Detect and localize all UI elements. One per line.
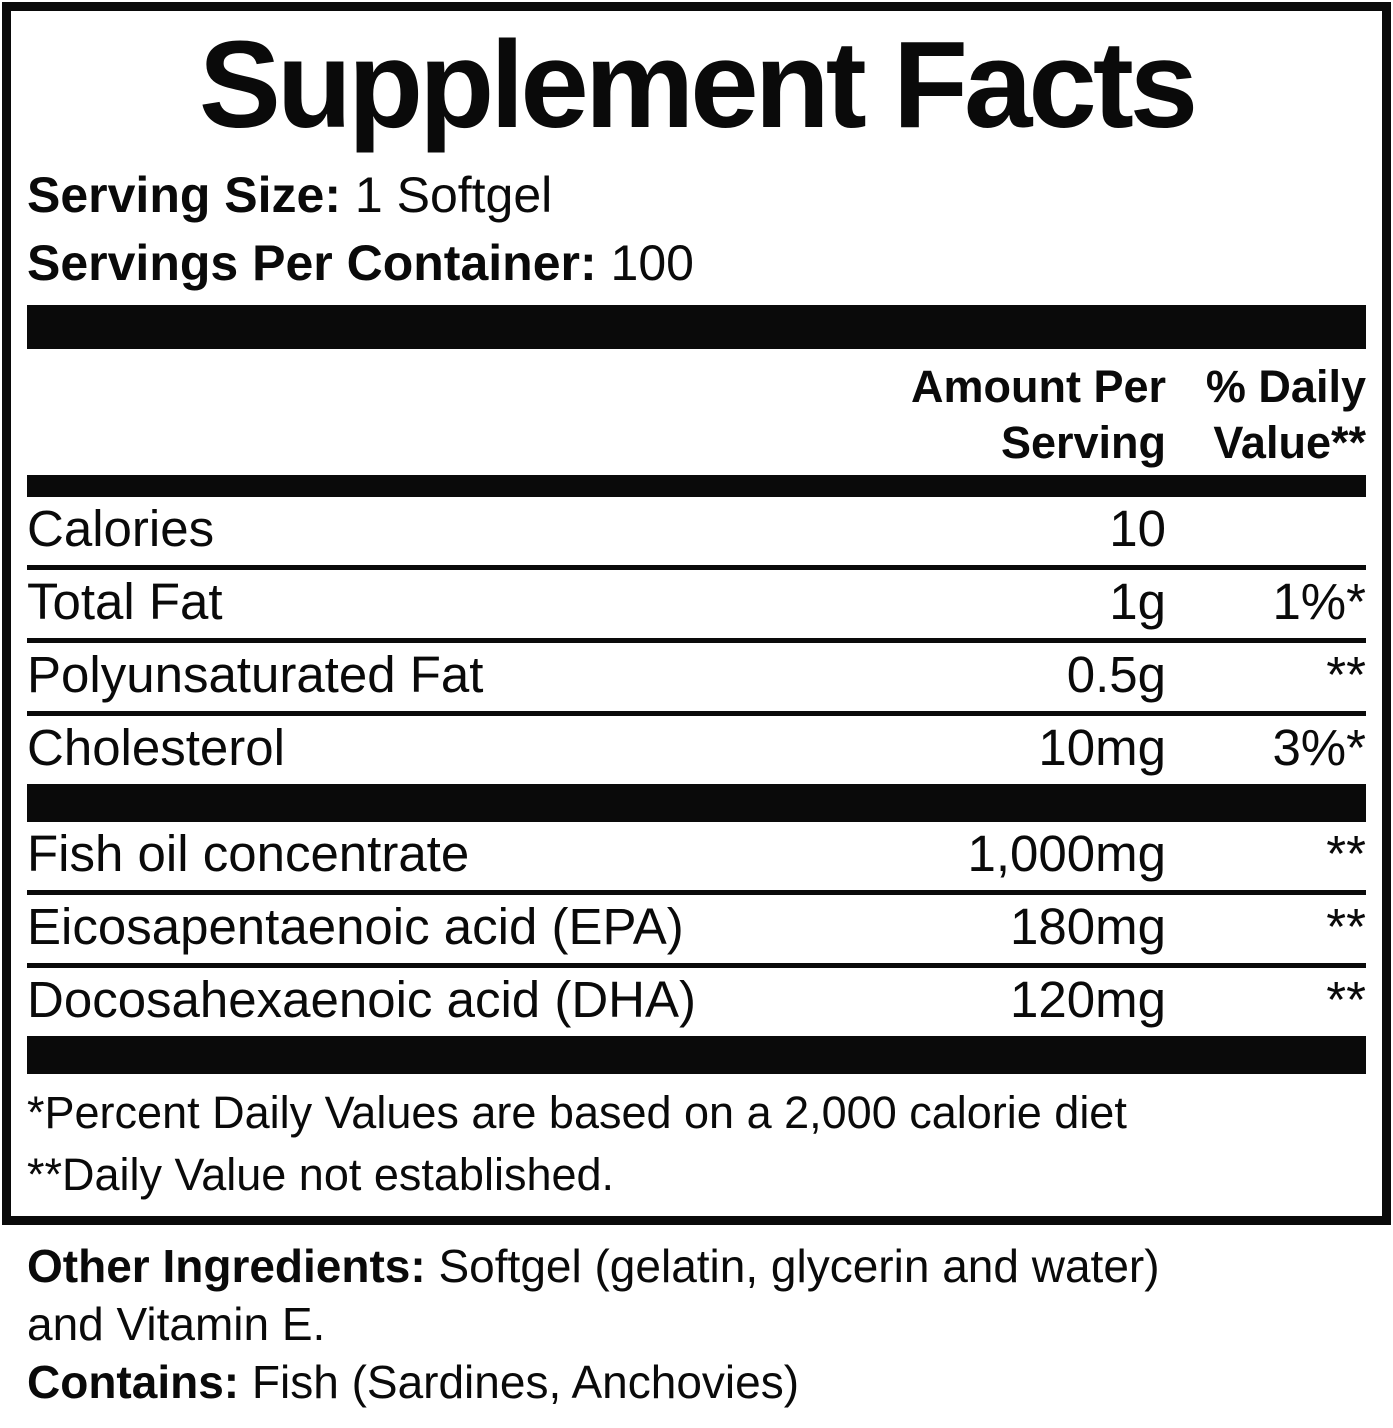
divider-bar-header: [27, 475, 1366, 498]
serving-size-line: Serving Size: 1 Softgel: [27, 161, 1366, 229]
nutrient-name: Calories: [27, 500, 215, 558]
other-ingredients-label: Other Ingredients:: [27, 1240, 426, 1293]
table-row: Calories 10: [27, 497, 1366, 565]
contains-line: Contains: Fish (Sardines, Anchovies): [27, 1353, 1393, 1411]
divider-bar-top: [27, 305, 1366, 350]
divider-bar-middle: [27, 784, 1366, 823]
contains-label: Contains:: [27, 1356, 240, 1409]
ingredient-name: Eicosapentaenoic acid (EPA): [27, 898, 684, 956]
table-row: Total Fat 1g 1%*: [27, 565, 1366, 638]
nutrient-name: Polyunsaturated Fat: [27, 646, 484, 704]
dv-header-line1: % Daily: [1205, 361, 1366, 413]
nutrient-amount: 1g: [1109, 573, 1166, 631]
footnotes: *Percent Daily Values are based on a 2,0…: [27, 1074, 1366, 1216]
ingredient-name: Docosahexaenoic acid (DHA): [27, 971, 696, 1029]
serving-info: Serving Size: 1 Softgel Servings Per Con…: [27, 157, 1366, 297]
supplement-facts-panel: Supplement Facts Serving Size: 1 Softgel…: [2, 2, 1391, 1226]
nutrient-daily-value: 1%*: [1272, 573, 1366, 631]
table-row: Fish oil concentrate 1,000mg **: [27, 822, 1366, 890]
other-ingredients-line: Other Ingredients: Softgel (gelatin, gly…: [27, 1237, 1393, 1295]
ingredient-amount: 180mg: [1010, 898, 1166, 956]
column-headers: Amount Per Serving % Daily Value**: [27, 349, 1366, 475]
ingredient-name: Fish oil concentrate: [27, 825, 470, 883]
ingredient-rows: Fish oil concentrate 1,000mg ** Eicosape…: [27, 822, 1366, 1036]
footnote-percent-daily-values: *Percent Daily Values are based on a 2,0…: [27, 1087, 1127, 1139]
dv-header-line2: Value**: [1213, 417, 1366, 469]
ingredient-amount: 1,000mg: [967, 825, 1166, 883]
ingredient-daily-value: **: [1326, 898, 1366, 956]
contains-value: Fish (Sardines, Anchovies): [251, 1356, 800, 1409]
table-row: Polyunsaturated Fat 0.5g **: [27, 638, 1366, 711]
divider-bar-bottom: [27, 1036, 1366, 1075]
ingredient-amount: 120mg: [1010, 971, 1166, 1029]
nutrient-name: Cholesterol: [27, 719, 285, 777]
nutrient-rows: Calories 10 Total Fat 1g 1%* Polyunsatur…: [27, 497, 1366, 784]
amount-per-serving-header: Amount Per Serving: [911, 359, 1166, 471]
table-row: Eicosapentaenoic acid (EPA) 180mg **: [27, 890, 1366, 963]
nutrient-name: Total Fat: [27, 573, 223, 631]
nutrient-daily-value: 3%*: [1272, 719, 1366, 777]
serving-size-value: 1 Softgel: [354, 167, 553, 224]
nutrient-daily-value: **: [1326, 646, 1366, 704]
table-row: Cholesterol 10mg 3%*: [27, 711, 1366, 784]
nutrient-amount: 0.5g: [1066, 646, 1166, 704]
ingredient-daily-value: **: [1326, 971, 1366, 1029]
ingredient-daily-value: **: [1326, 825, 1366, 883]
other-information: Other Ingredients: Softgel (gelatin, gly…: [0, 1227, 1393, 1411]
amount-header-line1: Amount Per: [910, 361, 1166, 413]
other-ingredients-continuation: and Vitamin E.: [27, 1298, 326, 1351]
table-row: Docosahexaenoic acid (DHA) 120mg **: [27, 963, 1366, 1036]
footnote-daily-value-not-established: **Daily Value not established.: [27, 1149, 615, 1201]
servings-per-container-line: Servings Per Container: 100: [27, 229, 1366, 297]
other-ingredients-value: Softgel (gelatin, glycerin and water): [438, 1240, 1160, 1293]
panel-title: Supplement Facts: [198, 17, 1198, 154]
nutrient-amount: 10mg: [1038, 719, 1166, 777]
nutrient-amount: 10: [1109, 500, 1166, 558]
servings-per-container-label: Servings Per Container:: [27, 235, 597, 292]
servings-per-container-value: 100: [610, 235, 694, 292]
daily-value-header: % Daily Value**: [1166, 359, 1366, 471]
amount-header-line2: Serving: [1000, 417, 1166, 469]
serving-size-label: Serving Size:: [27, 167, 341, 224]
